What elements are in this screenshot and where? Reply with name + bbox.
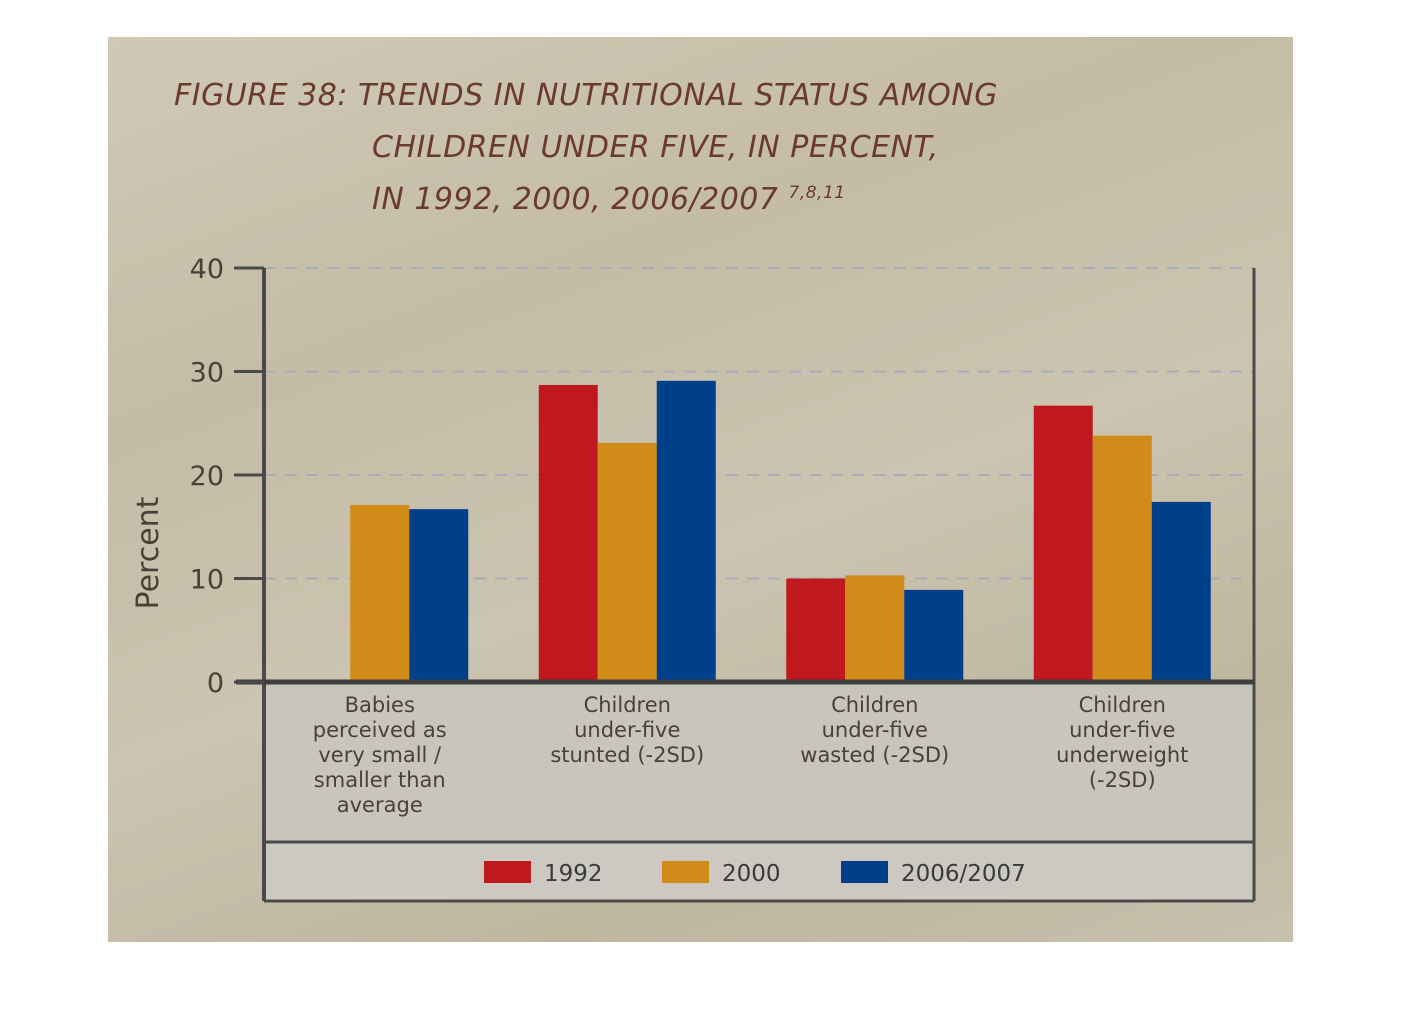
bar-2006-2007-1 — [409, 509, 468, 682]
category-label-line: underweight — [1056, 743, 1188, 767]
category-label-line: under-five — [1069, 718, 1175, 742]
bar-2000-3 — [845, 575, 904, 682]
bar-2006-2007-3 — [904, 590, 963, 682]
bar-chart: Babies perceived as very small / smaller th… — [0, 0, 1402, 1036]
category-label-line: wasted (-2SD) — [800, 743, 949, 767]
category-label-line: (-2SD) — [1089, 768, 1156, 792]
category-label-line: Children — [584, 693, 671, 717]
legend-label-2: 2000 — [722, 861, 781, 887]
bar-1992-3 — [786, 579, 845, 683]
category-label-line: very small / — [318, 743, 442, 767]
y-tick-label: 0 — [207, 668, 224, 699]
category-label-line: Babies — [345, 693, 415, 717]
y-tick-label: 20 — [190, 461, 224, 492]
bar-2000-1 — [350, 505, 409, 682]
legend-label-1: 1992 — [544, 861, 603, 887]
legend-label-3: 2006/2007 — [901, 861, 1026, 887]
category-label-line: Children — [831, 693, 918, 717]
legend-swatch-3 — [841, 861, 888, 883]
y-tick-label: 10 — [190, 565, 224, 596]
legend-swatch-2 — [662, 861, 709, 883]
y-tick-label: 40 — [190, 254, 224, 285]
category-label-line: under-five — [822, 718, 928, 742]
y-tick-label: 30 — [190, 358, 224, 389]
bar-1992-4 — [1034, 406, 1093, 682]
category-label-line: under-five — [574, 718, 680, 742]
legend-swatch-1 — [484, 861, 531, 883]
category-label-line: Children — [1079, 693, 1166, 717]
bar-2000-4 — [1093, 436, 1152, 682]
category-label-line: average — [337, 793, 423, 817]
y-axis-label: Percent — [131, 496, 166, 609]
bar-2006-2007-4 — [1152, 502, 1211, 682]
bar-2000-2 — [598, 443, 657, 682]
category-label-line: smaller than — [314, 768, 446, 792]
category-label-line: perceived as — [313, 718, 447, 742]
category-label-line: stunted (-2SD) — [550, 743, 704, 767]
bar-2006-2007-2 — [657, 381, 716, 682]
bar-1992-2 — [539, 385, 598, 682]
